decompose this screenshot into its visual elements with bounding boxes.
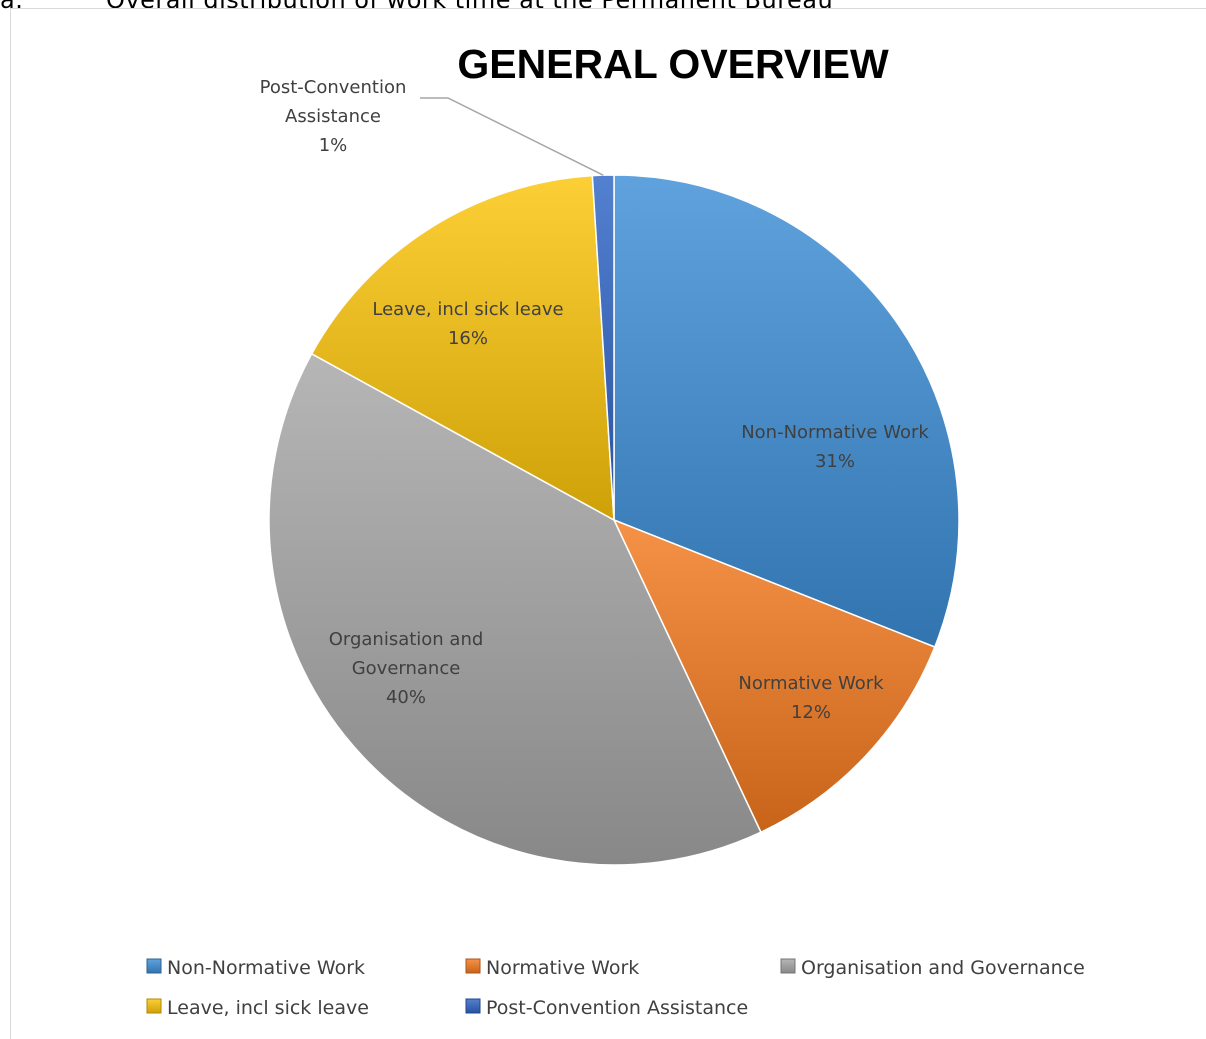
legend-swatch-leave-incl-sick-leave xyxy=(146,998,162,1014)
chart-title: GENERAL OVERVIEW xyxy=(457,41,889,87)
legend-swatch-non-normative-work xyxy=(146,958,162,974)
slice-label-normative-work: Normative Work 12% xyxy=(738,673,884,723)
legend-swatch-post-convention-assistance xyxy=(465,998,481,1014)
legend-label-normative-work: Normative Work xyxy=(486,957,639,979)
slice-label-non-normative-work: Non-Normative Work 31% xyxy=(741,422,929,472)
legend-item-normative-work: Normative Work xyxy=(465,957,639,979)
legend-item-organisation-and-governance: Organisation and Governance xyxy=(780,957,1085,979)
slice-label-leave-incl-sick-leave: Leave, incl sick leave 16% xyxy=(372,299,563,349)
legend-label-leave-incl-sick-leave: Leave, incl sick leave xyxy=(167,997,369,1019)
pie-slice-leave-incl-sick-leave xyxy=(310,174,615,522)
slice-label-post-convention-assistance: Post-Convention Assistance 1% xyxy=(260,77,407,156)
legend-item-leave-incl-sick-leave: Leave, incl sick leave xyxy=(146,997,369,1019)
pie-slices xyxy=(268,174,960,866)
legend: Non-Normative Work Normative Work Organisa… xyxy=(146,957,1085,1019)
slice-labels: Non-Normative Work 31% Normative Work 12% Or… xyxy=(260,77,930,723)
legend-label-post-convention-assistance: Post-Convention Assistance xyxy=(486,997,748,1019)
legend-item-post-convention-assistance: Post-Convention Assistance xyxy=(465,997,748,1019)
pie-slice-non-normative-work xyxy=(613,174,960,648)
slice-label-organisation-and-governance: Organisation and Governance 40% xyxy=(329,629,484,708)
pie-slice-normative-work xyxy=(612,518,936,834)
legend-label-organisation-and-governance: Organisation and Governance xyxy=(801,957,1085,979)
leader-line-post-convention-assistance xyxy=(420,97,604,176)
legend-swatch-normative-work xyxy=(465,958,481,974)
legend-item-non-normative-work: Non-Normative Work xyxy=(146,957,365,979)
legend-swatch-organisation-and-governance xyxy=(780,958,796,974)
pie-slice-organisation-and-governance xyxy=(268,352,762,866)
legend-label-non-normative-work: Non-Normative Work xyxy=(167,957,365,979)
